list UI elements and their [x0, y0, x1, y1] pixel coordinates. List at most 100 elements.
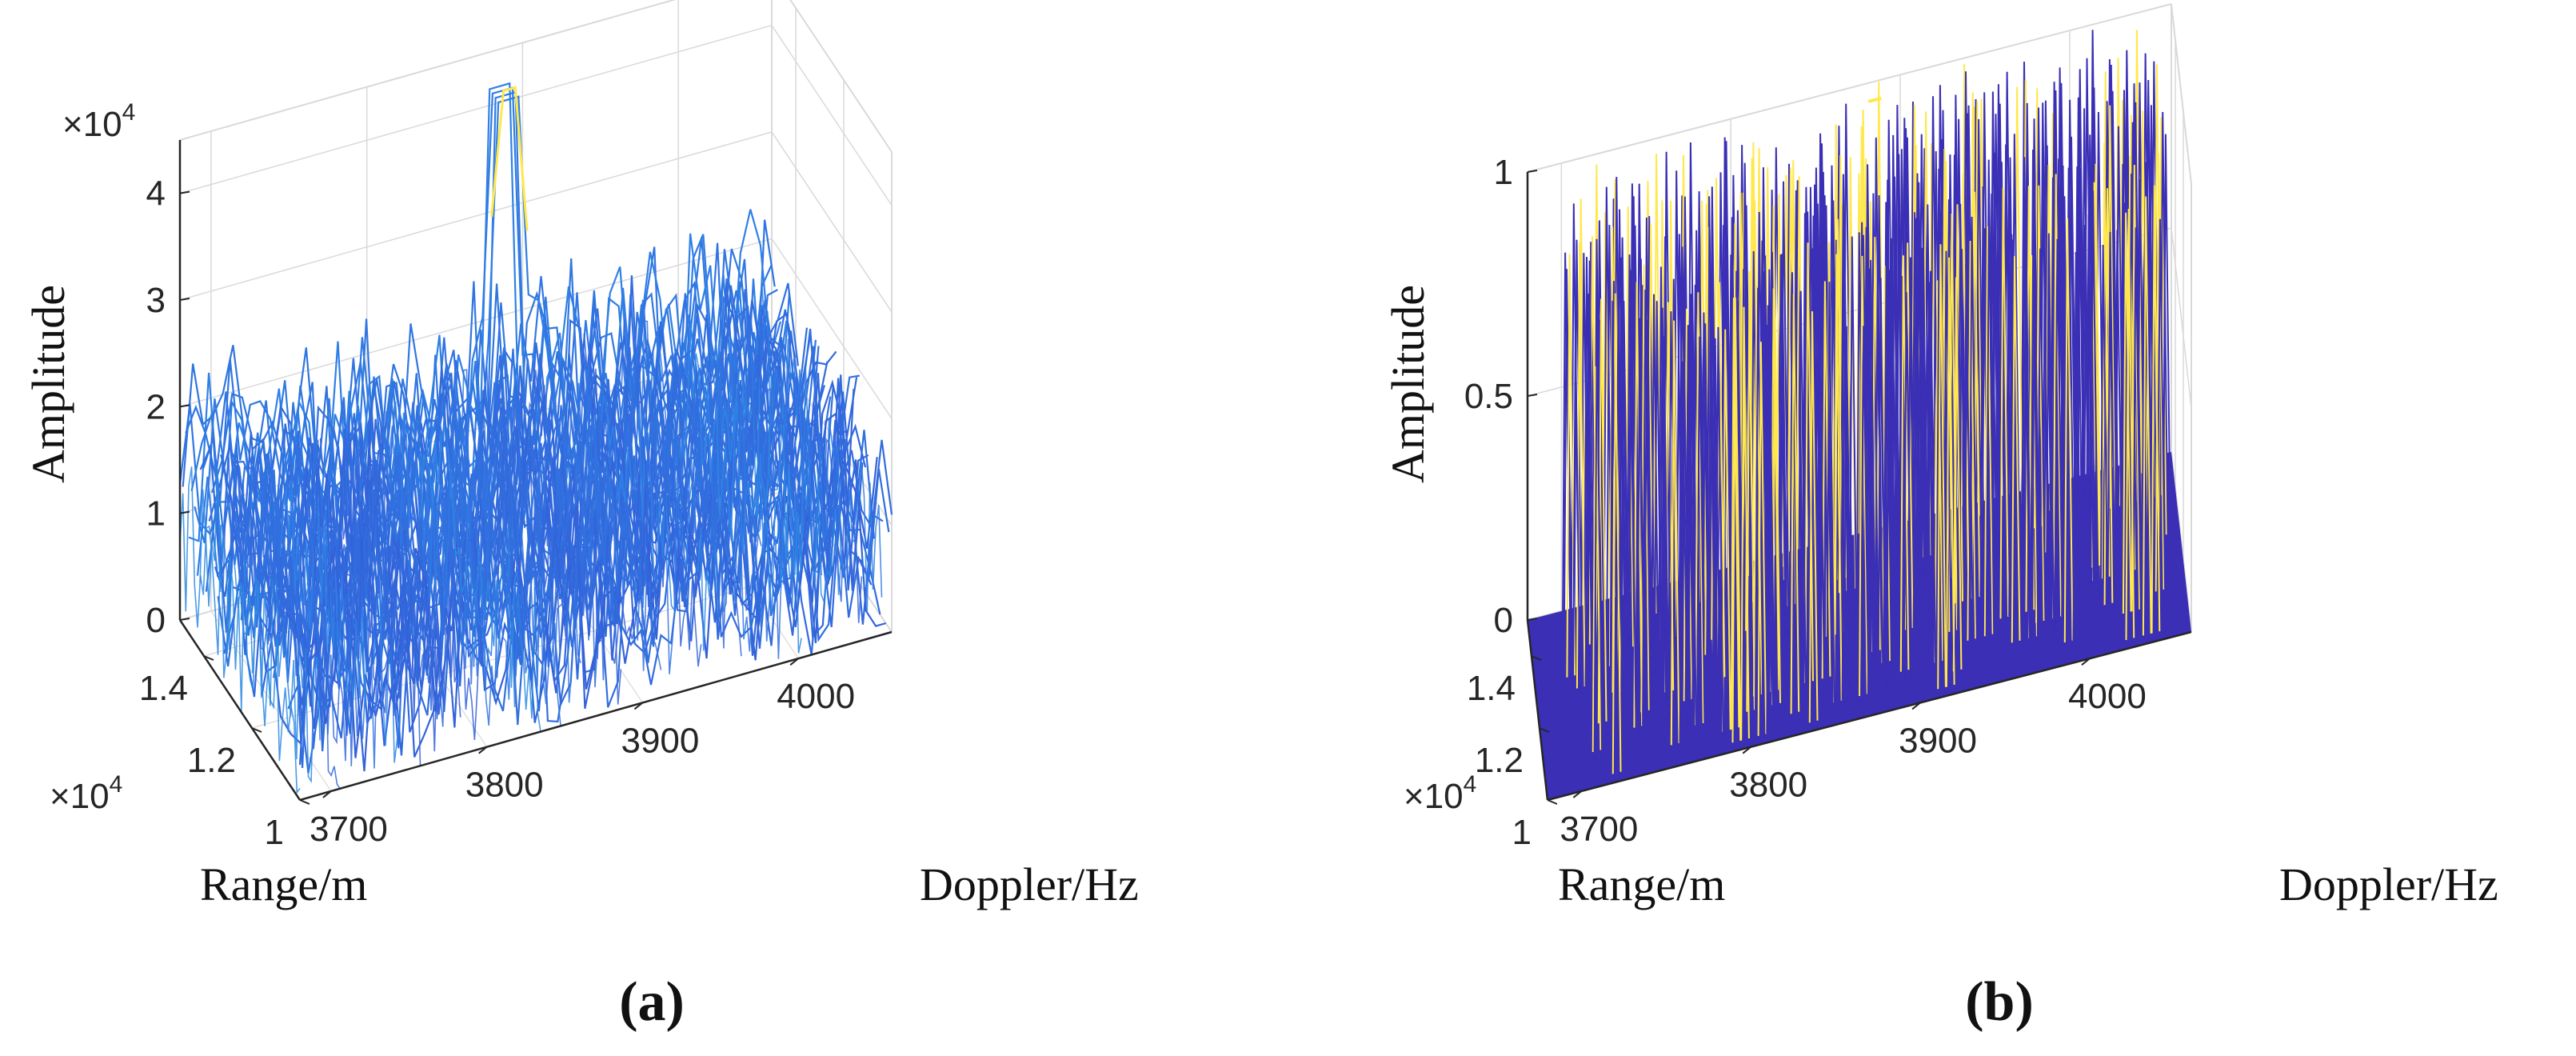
detection-spike: [2132, 227, 2142, 625]
detection-spike: [1711, 338, 1722, 722]
detection-spike: [2107, 231, 2116, 632]
detection-spike: [1584, 294, 1595, 686]
detection-spike: [1803, 265, 1813, 670]
detection-spike: [1609, 300, 1619, 748]
detection-spike: [1679, 361, 1689, 743]
z-tick: [1527, 170, 1538, 173]
y-tick-label: 1.2: [1475, 741, 1524, 780]
detection-spike: [2021, 221, 2031, 654]
detection-spike: [1826, 282, 1835, 718]
detection-spike: [2142, 196, 2152, 636]
z-tick: [179, 190, 190, 194]
panel-b-ticks: 3700 3800 3900 4000 1 1.2 1.4 0 0.5 1: [1464, 153, 2147, 852]
detection-spike: [2119, 164, 2129, 588]
panel-a-ticks: 3700 3800 3900 4000 1 1.2 1.4 0 1 2 3 4: [139, 174, 855, 852]
y-tick: [203, 655, 214, 661]
detection-spike: [2023, 234, 2032, 667]
detection-spike: [1867, 259, 1877, 694]
detection-spike: [2045, 233, 2055, 634]
detection-spike: [2052, 174, 2063, 618]
detection-spike: [1974, 101, 1983, 545]
x-tick-label: 3800: [1729, 766, 1807, 805]
z-tick: [1527, 618, 1538, 621]
detection-spike: [1788, 272, 1799, 701]
detection-spike: [1660, 336, 1670, 734]
detection-spike: [2125, 208, 2135, 641]
detection-spike: [1563, 269, 1573, 651]
back-wall-top-edge: [179, 0, 677, 141]
mesh-doppler-line: [761, 281, 883, 614]
y-tick: [299, 799, 310, 805]
x-tick: [1572, 790, 1582, 798]
detection-spike: [1935, 230, 1946, 676]
detection-spike: [1963, 264, 1972, 683]
x-tick: [1742, 746, 1751, 754]
mesh-doppler-line: [741, 315, 863, 623]
detection-spike: [1740, 306, 1750, 741]
panel-b-y-exponent: ×104: [1404, 771, 1476, 816]
detection-spike: [1755, 287, 1764, 710]
x-tick-label: 3900: [621, 721, 699, 760]
detection-spike: [1860, 326, 1870, 710]
x-axis-line: [299, 630, 893, 802]
detection-spike: [1983, 226, 1994, 637]
detection-spike: [1746, 270, 1755, 712]
y-tick: [1539, 727, 1550, 733]
detection-spike: [1695, 336, 1706, 739]
detection-spike: [1572, 336, 1582, 730]
y-tick-label: 1.2: [187, 741, 236, 780]
detection-spike: [1627, 325, 1637, 757]
detection-spike: [2061, 196, 2071, 617]
detection-spike: [1650, 294, 1660, 724]
detection-spike: [1779, 181, 1790, 622]
detection-spike: [1642, 289, 1651, 726]
mesh-doppler-line: [299, 439, 421, 766]
detection-spike: [1797, 290, 1807, 699]
detection-spike: [1866, 268, 1875, 681]
detection-spike: [2107, 105, 2116, 550]
detection-spike: [1680, 330, 1690, 757]
detection-spike: [1592, 366, 1602, 753]
z-tick-label: 1: [1494, 153, 1513, 192]
detection-spike: [2030, 234, 2039, 652]
z-tick-label: 2: [146, 387, 166, 426]
detection-spike: [1667, 311, 1677, 719]
detection-spike: [2151, 185, 2161, 634]
x-tick-label: 3700: [310, 810, 388, 849]
detection-spike: [1636, 318, 1646, 754]
detection-spike: [1899, 255, 1910, 672]
detection-spike: [1945, 257, 1955, 687]
x-tick-label: 3800: [465, 766, 544, 805]
y-tick: [1547, 799, 1558, 805]
mesh-doppler-line: [540, 365, 662, 671]
panel-a-z-axis-label: Amplitude: [22, 285, 74, 483]
mesh-doppler-line: [580, 333, 702, 667]
detection-spike: [1653, 301, 1663, 750]
z-tick-label: 0: [146, 601, 166, 640]
detection-spike: [1643, 319, 1653, 739]
x-tick: [2081, 658, 2091, 666]
y-axis-line: [178, 619, 302, 801]
mesh-doppler-line: [339, 414, 461, 727]
detection-spike: [2099, 244, 2110, 647]
mesh-doppler-line: [199, 469, 321, 783]
detection-spike: [1722, 329, 1731, 732]
z-grid-line: [771, 131, 893, 313]
mesh-doppler-line: [601, 394, 722, 651]
detection-spike: [2010, 239, 2019, 630]
detection-spike: [1708, 269, 1719, 695]
detection-spike: [1766, 322, 1775, 734]
detection-spike: [1779, 254, 1788, 690]
detection-spike: [2162, 134, 2172, 577]
x-tick-label: 4000: [2068, 677, 2147, 716]
detection-spike: [1927, 270, 1937, 678]
x-tick: [322, 790, 332, 798]
detection-spike: [1884, 253, 1894, 690]
detection-spike: [1777, 254, 1787, 677]
detection-spike: [1743, 286, 1753, 686]
z-tick-label: 1: [146, 494, 166, 534]
detection-spike: [1633, 282, 1643, 728]
detection-spike: [1952, 277, 1963, 672]
detection-spike: [1848, 236, 1859, 686]
